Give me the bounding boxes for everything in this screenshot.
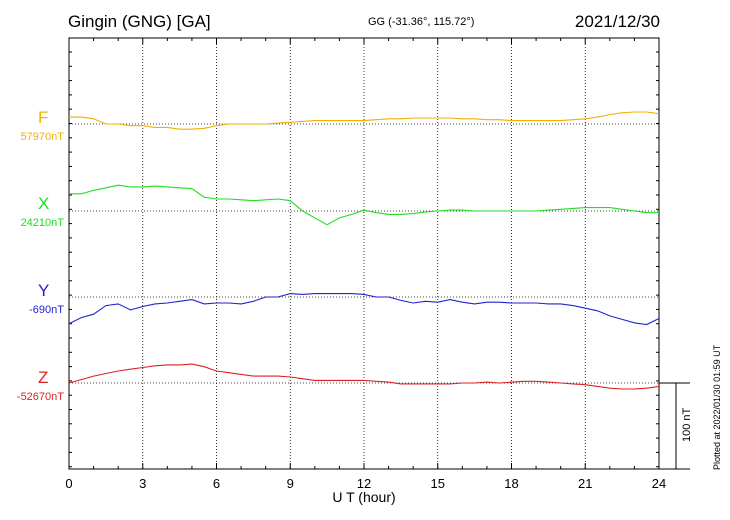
x-tick-label: 21 [578,476,592,491]
baseline-value-f: 57970nT [20,131,64,143]
baseline-value-y: -690nT [29,304,64,316]
component-name-f: F [38,108,49,127]
x-tick-label: 6 [213,476,220,491]
x-tick-label: 3 [139,476,146,491]
station-coordinates: GG (-31.36°, 115.72°) [368,16,475,28]
baseline-value-z: -52670nT [16,391,64,403]
component-name-z: Z [38,368,49,387]
trace-y [68,293,660,326]
trace-z [68,363,660,390]
x-tick-label: 0 [65,476,72,491]
x-tick-label: 9 [287,476,294,491]
x-tick-label: 18 [504,476,518,491]
x-tick-label: 24 [652,476,666,491]
series-lines [68,111,660,390]
x-tick-label: 15 [431,476,445,491]
component-name-y: Y [38,281,50,300]
x-tick-label: 12 [357,476,371,491]
station-title: Gingin (GNG) [GA] [68,12,211,31]
trace-x [69,184,659,226]
component-name-x: X [38,194,50,213]
baseline-value-x: 24210nT [20,217,64,229]
plotted-timestamp: Plotted at 2022/01/30 01:59 UT [712,344,722,470]
x-axis-label: U T (hour) [332,489,395,505]
x-axis-ticks [68,38,660,469]
scale-bar [659,382,690,470]
x-axis-tick-labels: 0 3 6 9 12 15 18 21 24 [65,476,666,491]
grid [69,38,659,469]
scale-bar-label: 100 nT [681,407,693,442]
trace-f [69,111,660,130]
plot-date: 2021/12/30 [574,12,660,31]
